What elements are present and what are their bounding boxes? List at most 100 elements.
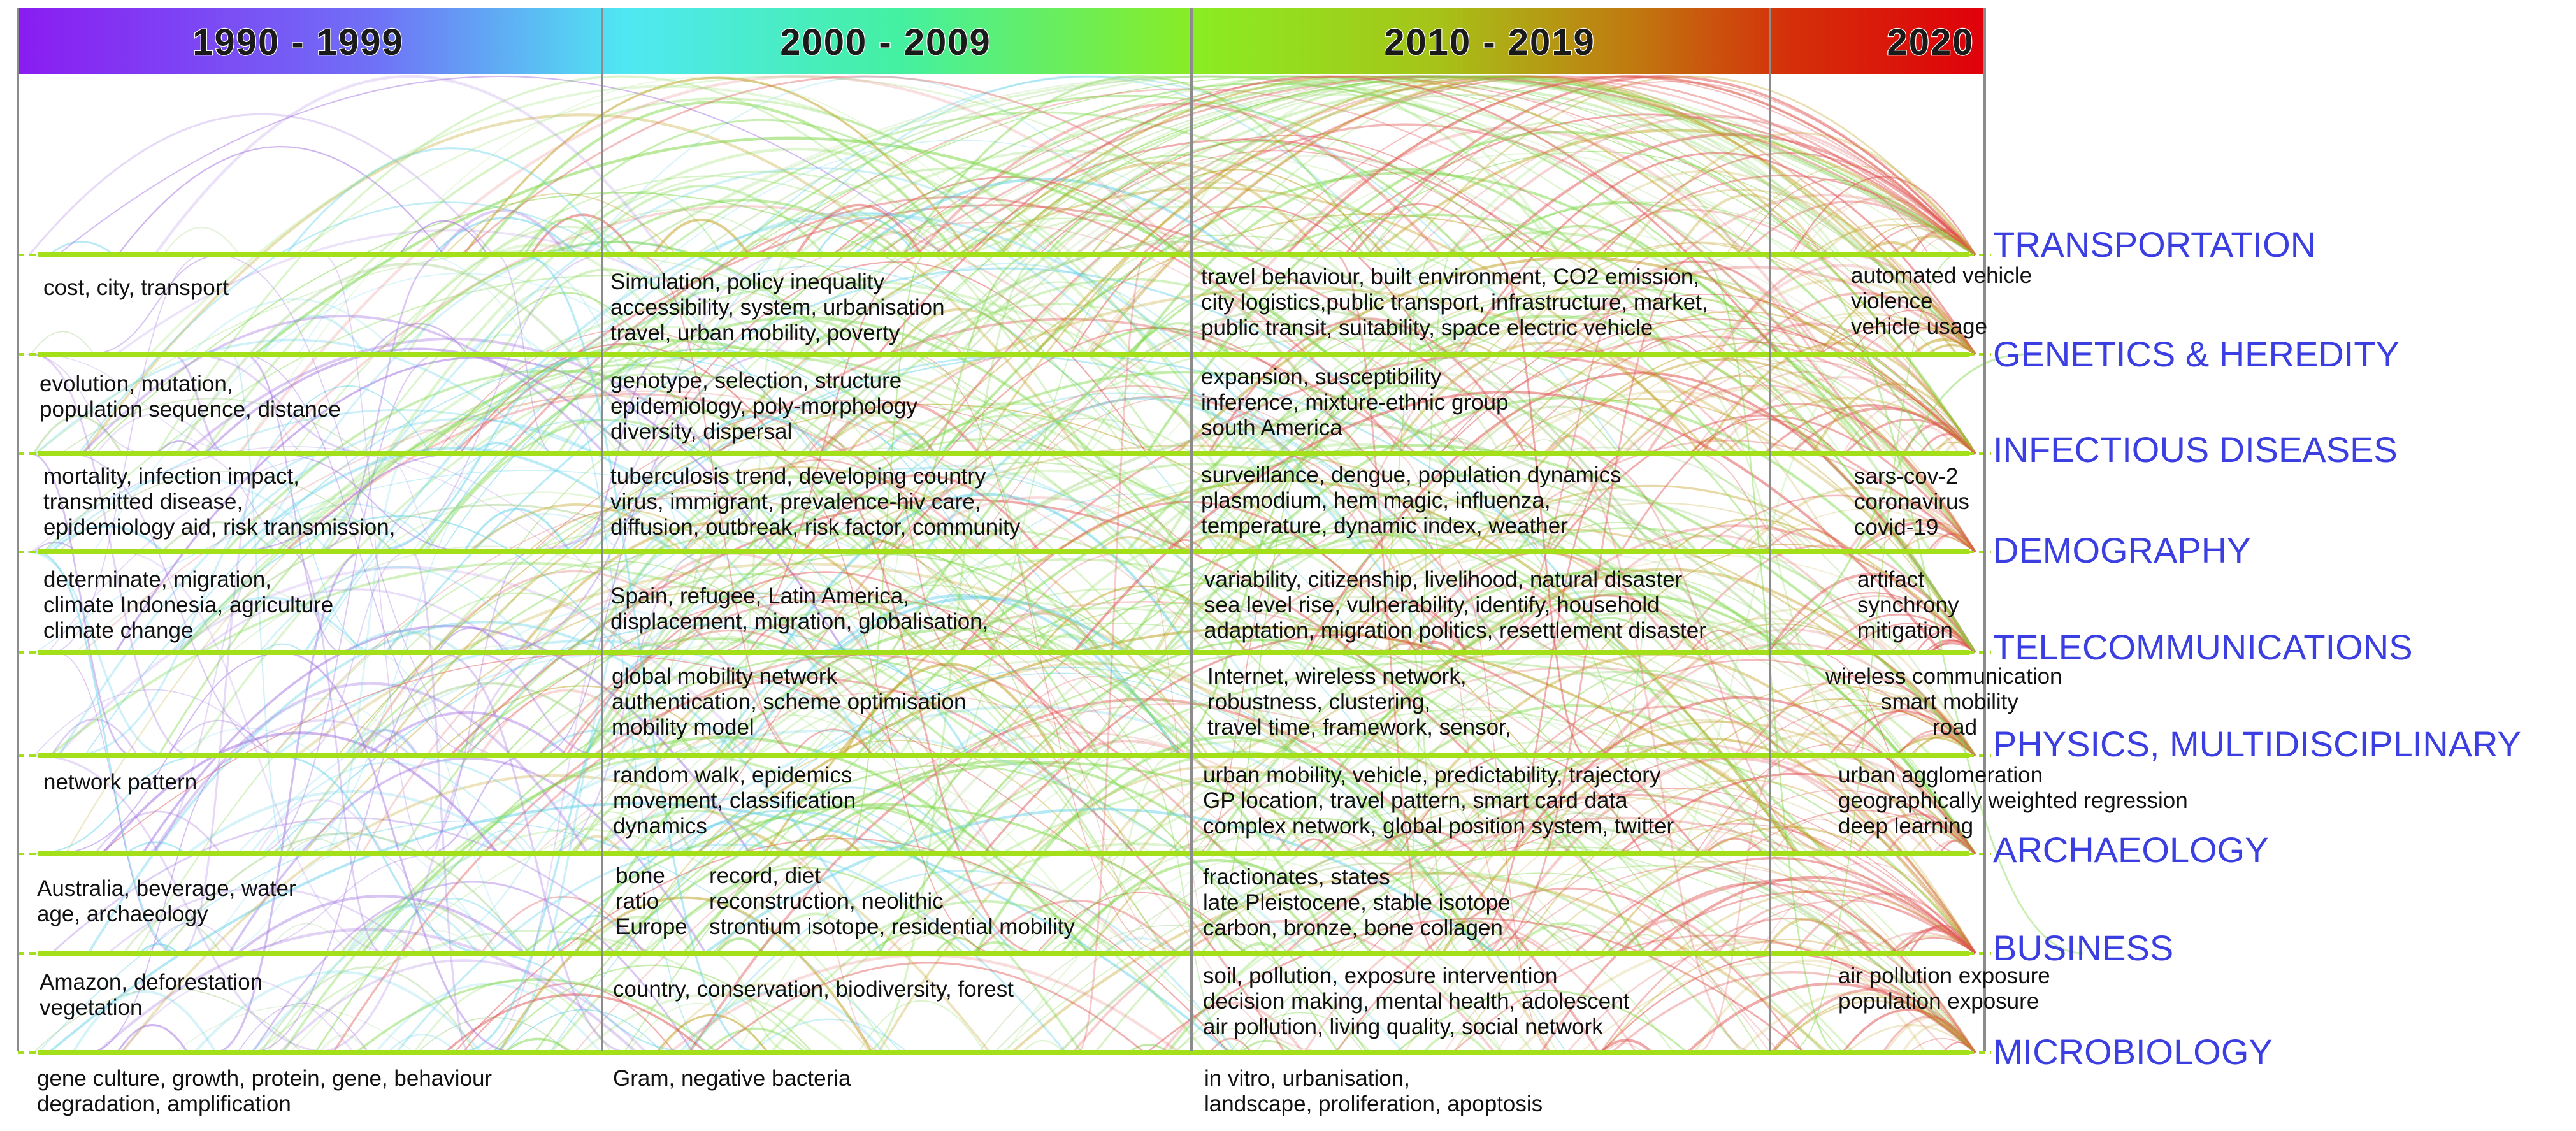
connection-arc xyxy=(125,841,187,855)
connection-arc xyxy=(1333,865,1976,1053)
connection-arc xyxy=(1107,517,1725,653)
connection-arc xyxy=(1337,502,1976,653)
connection-arc xyxy=(624,76,1756,256)
connection-arc xyxy=(1480,936,1546,955)
connection-arc xyxy=(974,321,1541,552)
connection-arc xyxy=(971,940,1020,955)
connection-arc xyxy=(536,421,619,454)
connection-arc xyxy=(1058,819,1976,1054)
connection-arc xyxy=(1192,599,1976,854)
connection-arc xyxy=(1546,384,1976,552)
connection-arc xyxy=(1344,203,1495,256)
connection-arc xyxy=(673,800,937,854)
connection-arc xyxy=(1889,235,1976,256)
connection-arc xyxy=(33,987,303,1053)
connection-arc xyxy=(960,238,1012,256)
connection-arc xyxy=(1673,193,1822,256)
connection-arc xyxy=(1036,833,1532,955)
connection-arc xyxy=(1566,941,1950,1053)
connection-arc xyxy=(681,459,958,552)
connection-arc xyxy=(1537,522,1692,552)
connection-arc xyxy=(1021,1039,1065,1053)
connection-arc xyxy=(559,938,627,954)
connection-arc xyxy=(928,75,1963,256)
connection-arc xyxy=(1574,857,1976,955)
connection-arc xyxy=(1787,684,1976,756)
connection-arc xyxy=(1622,934,1669,954)
connection-arc xyxy=(1274,593,1976,855)
connection-arc xyxy=(266,385,431,454)
connection-arc xyxy=(748,624,816,653)
connection-arc xyxy=(345,561,888,756)
connection-arc xyxy=(1692,452,1808,553)
connection-arc xyxy=(259,566,536,653)
connection-arc xyxy=(571,515,1088,653)
connection-arc xyxy=(1673,818,1835,854)
connection-arc xyxy=(33,689,273,756)
connection-arc xyxy=(180,347,1274,653)
connection-arc xyxy=(1211,325,1620,454)
connection-arc xyxy=(560,630,902,756)
connection-arc xyxy=(1130,168,1673,356)
connection-arc xyxy=(682,734,756,757)
connection-arc xyxy=(433,489,963,653)
connection-arc xyxy=(1847,503,1976,553)
connection-arc xyxy=(1532,659,1976,756)
connection-arc xyxy=(436,627,505,653)
connection-arc xyxy=(107,887,418,955)
connection-arc xyxy=(1622,132,1976,256)
connection-arc xyxy=(1876,520,1976,552)
connection-arc xyxy=(885,432,935,454)
connection-arc xyxy=(252,881,694,1053)
connection-arc xyxy=(564,209,788,256)
connection-arc xyxy=(1798,196,1976,256)
connection-arc xyxy=(550,846,1207,1054)
connection-arc xyxy=(1332,732,1408,756)
connection-arc xyxy=(1441,737,1976,955)
connection-arc xyxy=(166,719,271,756)
connection-arc xyxy=(1395,989,1688,1054)
connection-arc xyxy=(454,637,964,757)
connection-arc xyxy=(1909,1037,1976,1053)
connection-arc xyxy=(1035,751,1448,855)
connection-arc xyxy=(1443,931,1771,1053)
connection-arc xyxy=(1172,862,1589,954)
connection-arc xyxy=(373,853,466,954)
connection-arc xyxy=(1195,551,1288,854)
connection-arc xyxy=(1028,530,1419,654)
connection-arc xyxy=(1929,640,1976,654)
connection-arc xyxy=(774,336,817,355)
connection-arc xyxy=(1850,707,1976,756)
connection-arc xyxy=(120,977,354,1053)
connection-arc xyxy=(1611,971,1976,1054)
connection-arc xyxy=(1600,826,1976,954)
connection-arc xyxy=(1127,322,1231,356)
connection-arc xyxy=(238,698,410,756)
connection-arc xyxy=(1899,926,1976,955)
connection-arc xyxy=(974,899,1178,955)
connection-arc xyxy=(50,817,649,954)
connection-arc xyxy=(1134,755,1237,1053)
connection-arc xyxy=(1094,774,1976,1053)
keywords-telecom-2020-line3: road xyxy=(1932,715,1978,740)
connection-arc xyxy=(452,204,1539,455)
connection-arc xyxy=(139,551,279,855)
connection-arc xyxy=(1461,551,1565,654)
connection-arc xyxy=(399,573,1104,854)
connection-arc xyxy=(240,354,310,454)
connection-arc xyxy=(503,1037,572,1054)
connection-arc xyxy=(64,394,1134,854)
connection-arc xyxy=(78,201,814,454)
connection-arc xyxy=(1893,937,1976,954)
connection-arc xyxy=(582,75,1170,256)
connection-arc xyxy=(60,398,365,454)
connection-arc xyxy=(1656,732,1976,854)
connection-arc xyxy=(886,881,1137,954)
connection-arc xyxy=(888,80,1938,355)
connection-arc xyxy=(1520,670,1773,756)
connection-arc xyxy=(214,254,507,756)
connection-arc xyxy=(1755,508,1976,552)
connection-arc xyxy=(116,1024,189,1053)
connection-arc xyxy=(877,75,1780,355)
connection-arc xyxy=(57,76,945,256)
